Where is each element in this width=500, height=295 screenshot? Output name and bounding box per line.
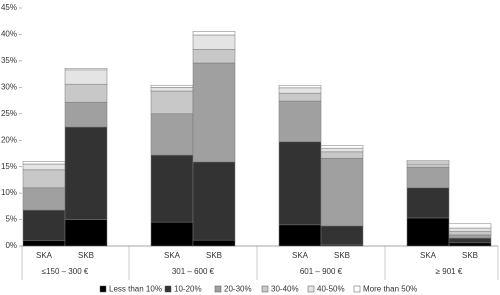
legend-label: More than 50% bbox=[363, 285, 417, 294]
x-tick-label: SKA bbox=[164, 251, 181, 260]
bar-segment bbox=[192, 49, 236, 64]
bar-segment bbox=[320, 147, 364, 153]
bar-segment bbox=[278, 141, 322, 226]
x-tick-label: SKB bbox=[78, 251, 94, 260]
bar-segment bbox=[22, 161, 66, 165]
y-tick-label: 0% bbox=[5, 241, 17, 250]
bar-segment bbox=[192, 62, 236, 163]
bar-segment bbox=[320, 225, 364, 246]
bar-segment bbox=[406, 161, 450, 165]
bar-segment bbox=[64, 68, 108, 71]
y-tick-label: 15% bbox=[1, 162, 17, 171]
group-label: ≤150 – 300 € bbox=[42, 267, 89, 276]
y-tick-label: 20% bbox=[1, 135, 17, 144]
bar-segment bbox=[64, 83, 108, 103]
bar-segment bbox=[278, 224, 322, 247]
bar-segment bbox=[22, 169, 66, 189]
bar-segment bbox=[406, 166, 450, 189]
legend-label: 10-20% bbox=[174, 285, 202, 294]
y-tick-label: 30% bbox=[1, 82, 17, 91]
y-tick-label: 10% bbox=[1, 188, 17, 197]
legend-label: 20-30% bbox=[224, 285, 252, 294]
bar-segment bbox=[64, 219, 108, 247]
bar-segment bbox=[406, 163, 450, 168]
group-label: 301 – 600 € bbox=[172, 267, 215, 276]
bar-segment bbox=[150, 84, 194, 88]
bar-segment bbox=[64, 126, 108, 220]
legend-label: Less than 10% bbox=[109, 285, 162, 294]
bar-segment bbox=[448, 230, 492, 236]
x-tick-label: SKA bbox=[292, 251, 309, 260]
bar-segment bbox=[192, 239, 236, 247]
bar-segment bbox=[278, 87, 322, 94]
x-tick-label: SKB bbox=[206, 251, 222, 260]
y-tick-label: 5% bbox=[5, 215, 17, 224]
bar-segment bbox=[320, 157, 364, 227]
legend-label: 40-50% bbox=[317, 285, 345, 294]
x-tick-label: SKA bbox=[36, 251, 53, 260]
bar-segment bbox=[192, 34, 236, 50]
y-tick-label: 35% bbox=[1, 56, 17, 65]
bar-segment bbox=[150, 221, 194, 247]
bar-segment bbox=[64, 69, 108, 85]
bar-segment bbox=[448, 237, 492, 244]
legend-label: 30-40% bbox=[271, 285, 299, 294]
bar-segment bbox=[448, 234, 492, 239]
x-tick-label: SKB bbox=[334, 251, 350, 260]
bar-segment bbox=[64, 101, 108, 128]
bar-segment bbox=[150, 154, 194, 223]
legend-swatch bbox=[164, 285, 172, 293]
bar-segment bbox=[278, 100, 322, 143]
legend-swatch bbox=[307, 285, 315, 293]
bar-segment bbox=[320, 151, 364, 159]
y-tick-label: 25% bbox=[1, 109, 17, 118]
bar-segment bbox=[448, 242, 492, 247]
x-tick-label: SKA bbox=[420, 251, 437, 260]
bar-segment bbox=[192, 161, 236, 241]
group-label: 601 – 900 € bbox=[300, 267, 343, 276]
y-tick-label: 40% bbox=[1, 30, 17, 39]
bar-segment bbox=[22, 209, 66, 241]
y-tick-label: 45% bbox=[1, 3, 17, 12]
bar-segment bbox=[406, 187, 450, 219]
bar-segment bbox=[320, 145, 364, 149]
legend-swatch bbox=[214, 285, 222, 293]
legend-swatch bbox=[261, 285, 269, 293]
bar-segment bbox=[150, 113, 194, 156]
bar-segment bbox=[278, 84, 322, 89]
bar-segment bbox=[448, 227, 492, 232]
bar-segment bbox=[150, 87, 194, 92]
bar-segment bbox=[22, 163, 66, 171]
bar-segment bbox=[22, 187, 66, 211]
bar-segment bbox=[22, 240, 66, 247]
bar-segment bbox=[150, 90, 194, 115]
group-label: ≥ 901 € bbox=[436, 267, 463, 276]
x-tick-label: SKB bbox=[462, 251, 478, 260]
bar-segment bbox=[278, 92, 322, 102]
bar-segment bbox=[448, 223, 492, 229]
bar-segment bbox=[406, 217, 450, 247]
legend-swatch bbox=[99, 285, 107, 293]
legend-swatch bbox=[353, 285, 361, 293]
bar-segment bbox=[192, 31, 236, 36]
bar-segment bbox=[406, 160, 450, 163]
